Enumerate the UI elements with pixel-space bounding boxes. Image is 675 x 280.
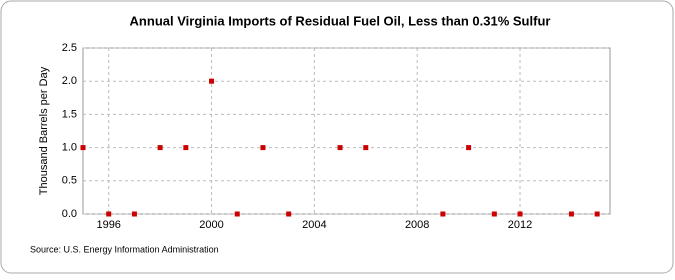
point xyxy=(594,211,600,217)
y-tick-label: 2.5 xyxy=(62,42,77,54)
y-tick-label: 0.0 xyxy=(62,208,77,220)
x-tick-label: 2012 xyxy=(508,219,532,231)
y-tick-label: 2.0 xyxy=(62,75,77,87)
x-tick-label: 2000 xyxy=(199,219,223,231)
point xyxy=(491,211,497,217)
point xyxy=(440,211,446,217)
point xyxy=(568,211,574,217)
point xyxy=(363,145,369,151)
chart-title: Annual Virginia Imports of Residual Fuel… xyxy=(130,13,551,28)
y-axis-label: Thousand Barrels per Day xyxy=(38,66,50,195)
point xyxy=(234,211,240,217)
plot-area xyxy=(82,47,611,215)
point xyxy=(131,211,137,217)
point xyxy=(106,211,112,217)
y-tick-label: 1.5 xyxy=(62,108,77,120)
point xyxy=(286,211,292,217)
point xyxy=(183,145,189,151)
x-tick-label: 2008 xyxy=(405,219,429,231)
point xyxy=(209,78,215,84)
y-tick-label: 1.0 xyxy=(62,142,77,154)
point xyxy=(466,145,472,151)
y-tick-label: 0.5 xyxy=(62,175,77,187)
x-tick-label: 1996 xyxy=(96,219,120,231)
point xyxy=(517,211,523,217)
point xyxy=(260,145,266,151)
x-tick-label: 2004 xyxy=(302,219,326,231)
source: Source: U.S. Energy Information Administ… xyxy=(30,244,219,254)
point xyxy=(80,145,86,151)
point xyxy=(337,145,343,151)
point xyxy=(157,145,163,151)
